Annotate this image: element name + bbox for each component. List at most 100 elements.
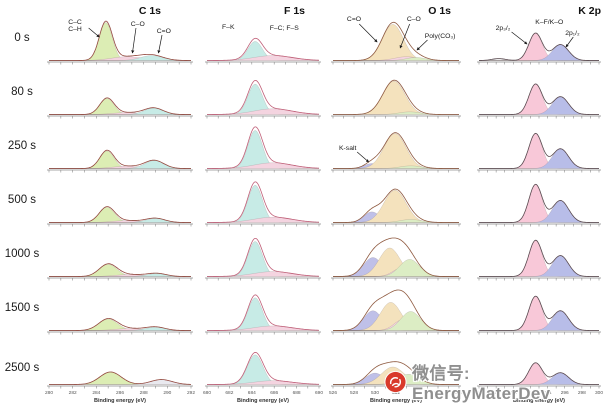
annotation-label: Poly(CO₃) xyxy=(425,33,456,40)
spectrum-panel-f1s-500s xyxy=(205,181,321,227)
annotation-label: C–O xyxy=(407,16,421,23)
spectrum-envelope xyxy=(207,294,320,331)
annotation-arrow xyxy=(88,27,100,38)
x-axis-label: Binding energy (eV) xyxy=(370,398,422,404)
spectrum-envelope xyxy=(206,80,320,115)
spectrum-panel-c1s-0s: C–CC–H C–O C=O xyxy=(47,19,193,65)
panel-cell xyxy=(327,232,465,286)
spectrum-component xyxy=(479,32,599,61)
spectrum-component xyxy=(479,240,599,277)
spectra-row-80s: 80 s xyxy=(0,70,605,124)
row-label: 0 s xyxy=(14,32,30,44)
spectrum-panel-c1s-250s xyxy=(47,149,193,173)
spectrum-envelope xyxy=(479,183,599,223)
annotation-arrow xyxy=(416,39,428,51)
spectrum-component xyxy=(206,162,320,169)
spectrum-panel-c1s-80s xyxy=(47,97,193,119)
x-axis-tick-label: 292 xyxy=(526,390,534,396)
spectrum-envelope xyxy=(333,188,459,223)
annotation-arrow xyxy=(157,34,163,54)
spectrum-envelope xyxy=(479,362,599,385)
spectrum-envelope xyxy=(207,37,320,61)
spectrum-envelope xyxy=(479,239,599,277)
spectrum-component xyxy=(206,55,320,61)
x-axis-tick-label: 288 xyxy=(140,390,148,396)
x-axis-tick-label: 684 xyxy=(248,390,256,396)
annotation-arrow xyxy=(131,27,137,54)
x-axis-tick-label: 530 xyxy=(371,390,379,396)
spectrum-envelope xyxy=(479,295,599,331)
spectrum-component xyxy=(206,271,320,277)
x-axis-label: Binding energy (eV) xyxy=(237,398,289,404)
spectrum-component xyxy=(207,354,319,385)
annotation-arrow xyxy=(399,23,410,49)
panel-cell xyxy=(44,178,197,232)
watermark: 微信号: EnergyMaterDev xyxy=(384,359,605,404)
spectrum-envelope xyxy=(333,132,459,169)
panel-cell: 286 288 290 292 294 296 298 300 Binding energy (… xyxy=(465,340,605,406)
spectrum-envelope xyxy=(49,263,192,277)
spectrum-component xyxy=(479,83,599,115)
panel-cell xyxy=(465,124,605,178)
panel-cell xyxy=(197,286,327,340)
spectrum-component xyxy=(479,133,599,169)
spectrum-panel-f1s-250s xyxy=(205,126,321,173)
spectrum-panel-k2p-1000s xyxy=(477,239,601,281)
panel-cell: 2p₃/₂ K–F/K–O 2p₁/₂ xyxy=(465,16,605,70)
spectra-row-250s: 250 s K-salt xyxy=(0,124,605,178)
column-title-c1s: C 1s xyxy=(138,4,161,17)
spectrum-component xyxy=(49,207,191,223)
spectra-grid: 0 s C–C C–H C–O C=O F–K F–C; F–S C=O C–O Poly(CO₃… xyxy=(0,16,605,406)
spectrum-component xyxy=(207,185,319,223)
spectrum-component xyxy=(206,216,320,223)
x-axis-tick-label: 686 xyxy=(270,390,278,396)
x-axis-tick-label: 284 xyxy=(92,390,100,396)
x-axis-tick-label: 288 xyxy=(492,390,500,396)
column-title-f1s: F 1s xyxy=(283,4,305,17)
x-axis-tick-label: 532 xyxy=(392,390,400,396)
spectrum-component xyxy=(206,108,320,115)
annotation-label: C–O xyxy=(131,21,145,28)
spectrum-component xyxy=(479,184,599,223)
spectrum-envelope xyxy=(333,237,459,277)
spectrum-panel-c1s-500s xyxy=(47,206,193,227)
panel-cell: K-salt xyxy=(327,124,465,178)
spectrum-panel-c1s-1500s xyxy=(47,318,193,335)
column-title-k2p: K 2p xyxy=(578,4,601,17)
spectrum-panel-c1s-1000s xyxy=(47,263,193,281)
annotation-label: K–F/K–O xyxy=(535,19,563,26)
panel-cell: F–K F–C; F–S xyxy=(197,16,327,70)
watermark-text: 微信号: EnergyMaterDev xyxy=(412,364,551,403)
spectrum-component xyxy=(207,297,319,331)
spectrum-panel-o1s-250s: K-salt xyxy=(331,132,461,173)
spectrum-component xyxy=(49,98,191,115)
spectra-row-0s: 0 s C–C C–H C–O C=O F–K F–C; F–S C=O C–O Poly(CO₃… xyxy=(0,16,605,70)
spectrum-panel-k2p-1500s xyxy=(477,295,601,335)
spectrum-panel-k2p-250s xyxy=(477,132,601,173)
x-axis-tick-label: 526 xyxy=(329,390,337,396)
annotation-label: 2p₁/₂ xyxy=(565,30,580,37)
x-axis-tick-label: 282 xyxy=(69,390,77,396)
spectrum-panel-o1s-2500s: 526 528 530 532 534 536 538 Binding energy (eV) xyxy=(329,361,463,404)
x-axis-tick-label: 286 xyxy=(475,390,483,396)
panel-cell xyxy=(44,70,197,124)
panel-cell: 680 682 684 686 688 690 Binding energy (eV) xyxy=(197,340,327,406)
panel-cell: C=O C–O Poly(CO₃) xyxy=(327,16,465,70)
panel-cell xyxy=(327,286,465,340)
panel-cell xyxy=(44,232,197,286)
x-axis-tick-label: 534 xyxy=(413,390,421,396)
wechat-logo-icon xyxy=(384,370,407,393)
spectrum-panel-k2p-2500s: 286 288 290 292 294 296 298 300 Binding energy (… xyxy=(475,362,603,404)
annotation-arrow xyxy=(359,23,378,43)
spectrum-panel-o1s-0s: C=O C–O Poly(CO₃) xyxy=(331,16,461,65)
row-label: 2500 s xyxy=(4,362,40,374)
spectrum-envelope xyxy=(478,32,599,61)
panel-cell xyxy=(327,178,465,232)
row-label: 250 s xyxy=(7,140,37,152)
x-axis-tick-label: 294 xyxy=(544,390,552,396)
spectrum-envelope xyxy=(207,181,320,223)
x-axis-tick-label: 536 xyxy=(434,390,442,396)
spectrum-envelope xyxy=(333,361,459,385)
